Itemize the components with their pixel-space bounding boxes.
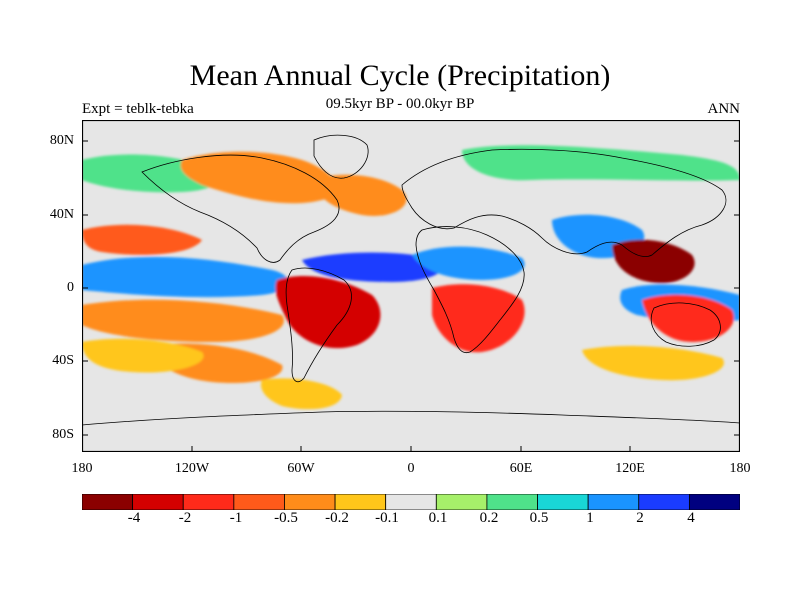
- colorbar-label: 0.2: [479, 510, 499, 526]
- precip-anomaly-north-atlantic-mixed: [180, 151, 337, 204]
- colorbar-label: 1: [586, 510, 594, 526]
- precip-anomaly-australia-dry: [642, 294, 734, 342]
- precip-anomaly-arctic-wet: [462, 145, 740, 181]
- precip-anomaly-n-pacific-dry: [82, 224, 202, 255]
- colorbar-swatch: [132, 494, 184, 510]
- colorbar-swatch: [638, 494, 690, 510]
- lat-label-40n: 40N: [49, 207, 74, 222]
- colorbar-label: 0.1: [428, 510, 448, 526]
- colorbar-swatch: [435, 494, 488, 510]
- precip-anomaly-southern-ocean-dry: [582, 345, 724, 381]
- colorbar-label: 2: [636, 510, 644, 526]
- precip-anomaly-southern-africa-dry: [432, 284, 525, 353]
- coastline-antarctica: [82, 410, 740, 426]
- colorbar-swatch: [284, 494, 336, 510]
- colorbar-swatch: [587, 494, 640, 510]
- precip-anomaly-south-america-dry: [275, 275, 381, 349]
- lon-label-120e: 120E: [615, 461, 645, 476]
- colorbar-swatch: [688, 494, 740, 510]
- lon-label-60w: 60W: [287, 461, 315, 476]
- colorbar-swatch: [537, 494, 589, 510]
- colorbar-label: -0.2: [325, 510, 349, 526]
- lat-label-40s: 40S: [52, 353, 74, 368]
- colorbar: [82, 494, 740, 510]
- coastlines: [82, 134, 740, 426]
- colorbar-swatch: [233, 494, 285, 510]
- precip-anomaly-southern-ocean-dry: [82, 338, 204, 373]
- period-label: 09.5kyr BP - 00.0kyr BP: [325, 96, 475, 112]
- precip-anomaly-atlantic-itcz-wet: [302, 252, 445, 282]
- colorbar-swatch: [82, 494, 134, 510]
- colorbar-label: -2: [178, 510, 192, 526]
- coastline-africa: [415, 226, 525, 354]
- lon-label-60e: 60E: [509, 461, 533, 476]
- colorbar-swatch: [486, 494, 538, 510]
- coastline-australia: [650, 302, 721, 347]
- season-label: ANN: [707, 101, 741, 117]
- lon-label-120w: 120W: [174, 461, 210, 476]
- lon-label-0: 0: [407, 461, 415, 476]
- precip-anomaly-s-pacific-dry: [82, 299, 284, 342]
- colorbar-label: -4: [127, 510, 141, 526]
- plot-title: Mean Annual Cycle (Precipitation): [189, 59, 611, 92]
- precip-anomaly-north-atlantic-mixed: [312, 174, 407, 216]
- precip-anomaly-itcz-pacific-wet: [82, 256, 289, 298]
- lon-label-180e: 180: [729, 461, 751, 476]
- coastline-greenland: [313, 134, 369, 179]
- colorbar-label: 4: [687, 510, 695, 526]
- colorbar-swatch: [334, 494, 387, 510]
- coastline-south-america: [285, 267, 352, 383]
- precipitation-map: [82, 120, 740, 452]
- colorbar-label: -0.1: [375, 510, 399, 526]
- coastline-eurasia: [401, 148, 727, 257]
- map-ticks: [82, 140, 740, 452]
- colorbar-swatch: [182, 494, 235, 510]
- lat-label-80n: 80N: [49, 133, 74, 148]
- colorbar-label: -1: [229, 510, 243, 526]
- colorbar-label: -0.5: [274, 510, 298, 526]
- lat-label-80s: 80S: [52, 427, 74, 442]
- precip-anomaly-sahel-wet: [412, 246, 525, 280]
- experiment-label: Expt = teblk-tebka: [82, 101, 194, 117]
- colorbar-label: 0.5: [529, 510, 549, 526]
- lat-label-0: 0: [67, 280, 74, 295]
- precip-anomaly-southern-ocean-dry: [261, 378, 342, 410]
- colorbar-swatch: [385, 494, 437, 510]
- coastline-north-america: [141, 154, 340, 263]
- lon-label-180w: 180: [71, 461, 93, 476]
- precip-anomaly-maritime-continent-dry: [612, 239, 695, 284]
